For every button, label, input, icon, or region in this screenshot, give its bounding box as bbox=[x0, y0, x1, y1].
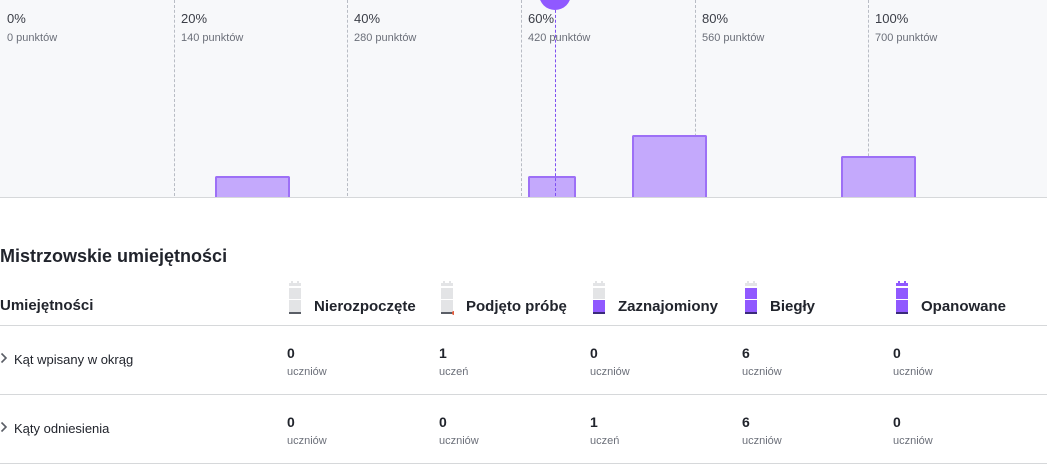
student-count: 6 bbox=[742, 345, 750, 361]
student-unit: uczniów bbox=[893, 366, 933, 378]
tick-points-label: 0 punktów bbox=[7, 32, 58, 44]
mastery-table-header: Umiejętności Nierozpoczęte Podjęto próbę… bbox=[0, 279, 1047, 326]
average-marker-line bbox=[555, 0, 556, 196]
grid-line bbox=[521, 0, 522, 196]
tick-percent-label: 100% bbox=[875, 11, 909, 26]
student-unit: uczniów bbox=[590, 366, 630, 378]
mastery-familiar-icon bbox=[593, 281, 605, 314]
skills-column-header: Umiejętności bbox=[0, 297, 94, 314]
tick-percent-label: 40% bbox=[354, 11, 381, 26]
count-cell: 6 uczniów bbox=[742, 345, 782, 379]
level-label: Biegły bbox=[770, 298, 816, 315]
mastery-mastered-icon bbox=[896, 281, 908, 314]
tick-percent-label: 60% bbox=[528, 11, 555, 26]
student-unit: uczniów bbox=[287, 435, 327, 447]
histogram-bar[interactable] bbox=[215, 176, 291, 197]
count-cell: 0 uczniów bbox=[287, 414, 327, 448]
score-distribution-chart: 0% 0 punktów 20% 140 punktów 40% 280 pun… bbox=[0, 0, 1047, 198]
student-unit: uczniów bbox=[893, 435, 933, 447]
count-cell: 0 uczniów bbox=[590, 345, 630, 379]
student-count: 6 bbox=[742, 414, 750, 430]
count-cell: 1 uczeń bbox=[590, 414, 619, 448]
skill-name[interactable]: Kąty odniesienia bbox=[14, 421, 110, 436]
tick-points-label: 420 punktów bbox=[528, 32, 591, 44]
student-count: 1 bbox=[439, 345, 447, 361]
tick-percent-label: 80% bbox=[702, 11, 729, 26]
chevron-right-icon[interactable] bbox=[0, 421, 10, 433]
histogram-bar[interactable] bbox=[528, 176, 577, 197]
skill-row[interactable]: Kąty odniesienia 0 uczniów 0 uczniów 1 u… bbox=[0, 395, 1047, 464]
mastery-proficient-icon bbox=[745, 281, 757, 314]
count-cell: 0 uczniów bbox=[439, 414, 479, 448]
student-count: 0 bbox=[439, 414, 447, 430]
grid-line bbox=[868, 0, 869, 196]
student-unit: uczeń bbox=[590, 435, 620, 447]
mastery-not-started-icon bbox=[289, 281, 301, 314]
level-label: Zaznajomiony bbox=[618, 298, 719, 315]
count-cell: 0 uczniów bbox=[893, 414, 933, 448]
count-cell: 0 uczniów bbox=[287, 345, 327, 379]
student-unit: uczeń bbox=[439, 366, 469, 378]
student-count: 0 bbox=[893, 345, 901, 361]
student-count: 0 bbox=[287, 345, 295, 361]
student-unit: uczniów bbox=[742, 366, 782, 378]
student-unit: uczniów bbox=[287, 366, 327, 378]
tick-points-label: 140 punktów bbox=[181, 32, 244, 44]
histogram-bar[interactable] bbox=[840, 156, 916, 197]
count-cell: 1 uczeń bbox=[439, 345, 468, 379]
student-count: 0 bbox=[287, 414, 295, 430]
level-label: Podjęto próbę bbox=[466, 298, 567, 315]
histogram-bar[interactable] bbox=[632, 135, 708, 197]
student-count: 1 bbox=[590, 414, 598, 430]
skill-name[interactable]: Kąt wpisany w okrąg bbox=[14, 352, 134, 367]
tick-points-label: 280 punktów bbox=[354, 32, 417, 44]
student-count: 0 bbox=[590, 345, 598, 361]
level-label: Nierozpoczęte bbox=[314, 298, 416, 315]
mastery-attempted-icon bbox=[441, 281, 454, 315]
student-count: 0 bbox=[893, 414, 901, 430]
tick-percent-label: 0% bbox=[7, 11, 26, 26]
average-marker-dot[interactable] bbox=[539, 0, 571, 10]
tick-points-label: 700 punktów bbox=[875, 32, 938, 44]
student-unit: uczniów bbox=[439, 435, 479, 447]
skill-row[interactable]: Kąt wpisany w okrąg 0 uczniów 1 uczeń 0 … bbox=[0, 326, 1047, 395]
tick-percent-label: 20% bbox=[181, 11, 208, 26]
chevron-right-icon[interactable] bbox=[0, 352, 10, 364]
grid-line bbox=[347, 0, 348, 196]
level-label: Opanowane bbox=[921, 298, 1007, 315]
count-cell: 6 uczniów bbox=[742, 414, 782, 448]
grid-line bbox=[695, 0, 696, 196]
tick-points-label: 560 punktów bbox=[702, 32, 765, 44]
count-cell: 0 uczniów bbox=[893, 345, 933, 379]
mastery-section-title: Mistrzowskie umiejętności bbox=[0, 246, 228, 266]
student-unit: uczniów bbox=[742, 435, 782, 447]
grid-line bbox=[174, 0, 175, 196]
